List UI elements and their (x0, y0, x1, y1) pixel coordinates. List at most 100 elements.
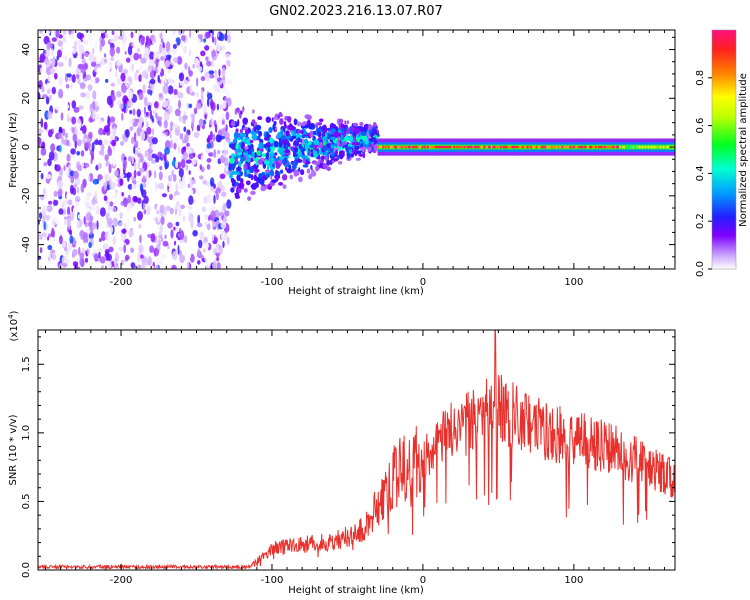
heatmap-cell (183, 126, 187, 132)
heatmap-cell (279, 147, 285, 152)
heatmap-cell (76, 39, 82, 45)
heatmap-cell (665, 145, 668, 149)
heatmap-cell (110, 82, 116, 87)
heatmap-cell (205, 56, 209, 62)
heatmap-cell (625, 145, 628, 149)
heatmap-cell (215, 251, 220, 258)
heatmap-cell (300, 169, 305, 176)
heatmap-cell (398, 145, 401, 149)
heatmap-cell (171, 47, 177, 55)
heatmap-cell (521, 145, 523, 149)
heatmap-cell (71, 116, 77, 125)
heatmap-cell (100, 38, 105, 47)
spectrogram-x-label: Height of straight line (km) (288, 286, 424, 297)
heatmap-cell (76, 139, 82, 147)
heatmap-cell (192, 230, 198, 237)
colorbar-tick-label: 0.4 (695, 165, 706, 181)
heatmap-cell (112, 146, 115, 152)
heatmap-cell (173, 88, 178, 96)
heatmap-cell (664, 145, 667, 149)
heatmap-cell (499, 145, 502, 149)
heatmap-cell (468, 145, 471, 149)
heatmap-cell (546, 145, 549, 149)
heatmap-cell (179, 133, 184, 140)
heatmap-cell (90, 40, 93, 47)
heatmap-cell (293, 118, 298, 126)
heatmap-cell (212, 261, 217, 269)
heatmap-cell (640, 145, 643, 149)
heatmap-cell (51, 227, 55, 238)
heatmap-cell (528, 145, 531, 149)
heatmap-cell (47, 256, 51, 262)
heatmap-cell (608, 145, 611, 149)
heatmap-cell (143, 195, 149, 204)
heatmap-cell (209, 30, 212, 34)
heatmap-cell (331, 160, 335, 164)
heatmap-cell (116, 46, 121, 54)
heatmap-cell (418, 145, 421, 149)
heatmap-cell (66, 112, 70, 123)
heatmap-cell (118, 221, 123, 226)
heatmap-cell (240, 110, 243, 115)
heatmap-cell (78, 246, 81, 256)
heatmap-cell (551, 145, 554, 149)
heatmap-cell (46, 42, 51, 51)
heatmap-cell (129, 126, 134, 131)
heatmap-cell (160, 216, 165, 226)
spectrogram-y-label: Frequency (Hz) (8, 112, 19, 188)
heatmap-cell (116, 78, 122, 85)
heatmap-cell (201, 222, 207, 229)
heatmap-cell (97, 174, 103, 181)
heatmap-cell (151, 115, 154, 122)
colorbar-label: Normalized spectral amplitude (738, 73, 749, 227)
heatmap-cell (447, 145, 450, 149)
heatmap-cell (136, 180, 140, 189)
heatmap-cell (326, 159, 330, 166)
heatmap-cell (157, 213, 160, 223)
heatmap-cell (40, 67, 44, 74)
heatmap-cell (175, 194, 180, 199)
heatmap-cell (105, 260, 112, 269)
heatmap-cell (193, 131, 200, 139)
heatmap-cell (540, 145, 543, 149)
heatmap-cell (221, 45, 226, 51)
heatmap-cell (298, 176, 303, 183)
heatmap-cell (536, 145, 539, 149)
heatmap-cell (207, 134, 211, 143)
heatmap-cell (281, 174, 288, 181)
heatmap-cell (183, 79, 189, 84)
heatmap-cell (108, 145, 111, 153)
heatmap-cell (354, 145, 360, 151)
heatmap-cell (196, 124, 201, 132)
heatmap-cell (57, 180, 63, 189)
heatmap-cell (115, 69, 118, 78)
colorbar-tick-label: 0.8 (695, 70, 706, 86)
heatmap-cell (174, 94, 178, 100)
heatmap-cell (114, 169, 119, 177)
heatmap-cell (228, 164, 232, 171)
heatmap-cell (127, 194, 131, 204)
heatmap-cell (75, 257, 80, 263)
heatmap-cell (88, 53, 95, 62)
heatmap-cell (204, 256, 207, 262)
heatmap-cell (295, 133, 302, 140)
heatmap-cell (650, 145, 653, 149)
heatmap-cell (65, 84, 70, 89)
heatmap-cell (141, 70, 148, 79)
heatmap-cell (145, 116, 148, 122)
heatmap-cell (522, 145, 525, 149)
heatmap-cell (171, 264, 177, 269)
snr-series-line (38, 330, 675, 570)
heatmap-cell (164, 161, 168, 170)
heatmap-cell (419, 145, 422, 149)
heatmap-cell (76, 151, 81, 156)
heatmap-cell (429, 145, 431, 149)
heatmap-cell (130, 262, 136, 269)
heatmap-cell (83, 52, 89, 57)
heatmap-cell (380, 145, 383, 149)
heatmap-cell (217, 88, 221, 93)
snr-x-tick-label: 100 (564, 575, 583, 586)
heatmap-cell (181, 249, 187, 256)
heatmap-cell (180, 158, 186, 169)
heatmap-cell (218, 68, 221, 77)
